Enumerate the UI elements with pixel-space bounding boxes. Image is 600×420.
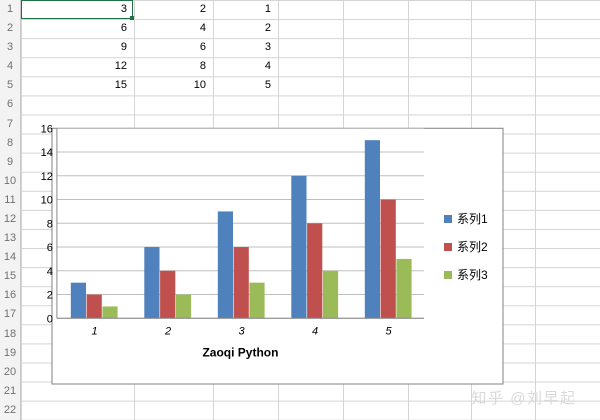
svg-text:8: 8 bbox=[47, 218, 53, 230]
svg-text:4: 4 bbox=[47, 266, 53, 278]
svg-text:16: 16 bbox=[41, 123, 53, 135]
svg-text:Zaoqi Python: Zaoqi Python bbox=[202, 345, 278, 359]
svg-text:1: 1 bbox=[91, 325, 97, 337]
svg-text:6: 6 bbox=[47, 242, 53, 254]
svg-text:5: 5 bbox=[385, 325, 392, 337]
svg-text:0: 0 bbox=[47, 313, 53, 325]
svg-text:10: 10 bbox=[41, 195, 53, 207]
svg-text:系列2: 系列2 bbox=[457, 240, 488, 254]
svg-text:知乎 @刘早起: 知乎 @刘早起 bbox=[472, 390, 577, 407]
svg-text:14: 14 bbox=[41, 147, 53, 159]
svg-text:3: 3 bbox=[238, 325, 245, 337]
svg-text:2: 2 bbox=[47, 290, 53, 302]
svg-text:4: 4 bbox=[312, 325, 318, 337]
svg-text:系列1: 系列1 bbox=[457, 212, 488, 226]
svg-text:2: 2 bbox=[164, 325, 171, 337]
svg-text:系列3: 系列3 bbox=[457, 268, 488, 282]
svg-text:12: 12 bbox=[41, 171, 53, 183]
